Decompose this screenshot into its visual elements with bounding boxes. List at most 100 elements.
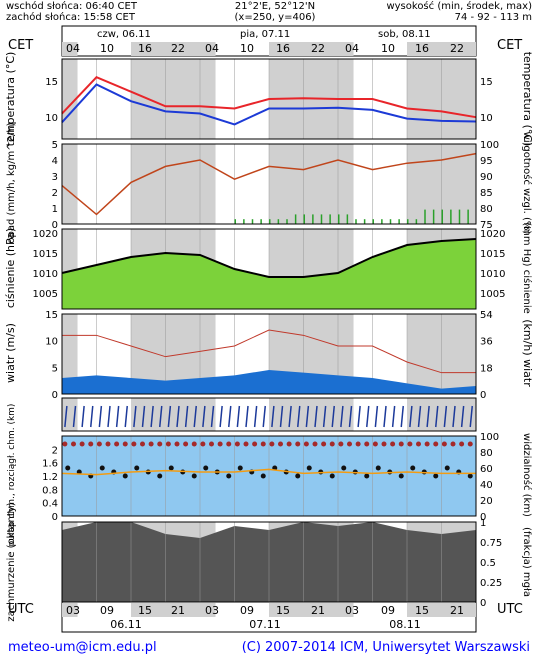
night-band	[131, 59, 216, 139]
visibility-dot	[364, 441, 370, 447]
visibility-dot	[372, 441, 378, 447]
tick-label: 1.2	[42, 472, 58, 483]
bottom-hour: 21	[311, 604, 325, 617]
tick-label: 15	[45, 310, 58, 321]
tick-label: 1010	[33, 269, 58, 280]
cloudbase-dot	[157, 473, 163, 479]
cloudbase-dot	[295, 473, 301, 479]
night-band	[131, 603, 216, 617]
visibility-dot	[381, 441, 387, 447]
wind-arrow	[409, 405, 413, 428]
visibility-dot	[71, 441, 76, 447]
visibility-dot	[269, 441, 275, 447]
top-hour: 10	[100, 42, 114, 55]
wind-area	[62, 370, 476, 394]
wind-arrow	[322, 405, 327, 428]
cloudbase-dot	[375, 465, 381, 471]
night-band	[407, 42, 476, 56]
tick-label: 1020	[33, 229, 58, 240]
tick-label: 0.75	[480, 538, 502, 549]
visibility-dot	[407, 441, 413, 447]
tick-label: 3	[52, 172, 58, 183]
wind-arrow	[452, 405, 456, 428]
wind-arrow	[460, 405, 465, 428]
tick-label: 85	[480, 188, 493, 199]
temperature-panel: 10 15 10 15	[45, 58, 493, 140]
bottom-hour: 15	[276, 604, 290, 617]
tick-label: 1010	[480, 269, 505, 280]
tick-label: 0.8	[42, 485, 58, 496]
top-tz-right: CET	[497, 38, 522, 53]
wind-arrow	[72, 405, 77, 428]
visibility-dot	[433, 441, 439, 447]
temp-min-line	[61, 83, 477, 126]
tick-label: 0.4	[42, 499, 58, 510]
tick-label: 54	[480, 310, 493, 321]
precip-bar	[303, 214, 305, 224]
tick-label: 0	[52, 220, 58, 231]
visibility-dot	[286, 441, 292, 447]
wind-arrow	[469, 405, 473, 428]
precip-bar	[415, 219, 418, 224]
cloudbase-dot	[410, 465, 416, 471]
visibility-dot	[338, 441, 344, 447]
precip-ylabel: opad (mm/h, kg/m^2/h)	[6, 122, 17, 243]
bottom-tz-left: UTC	[8, 602, 34, 617]
pressure-ylabel-right: (mm Hg) ciśnienie	[521, 222, 533, 314]
tick-label: 0	[52, 512, 58, 523]
top-hour: 10	[240, 42, 254, 55]
tick-label: 60	[480, 464, 493, 475]
precip-bar	[355, 219, 357, 224]
sunrise-text: wschód słońca: 06:40 CET	[6, 0, 138, 12]
precip-bar	[338, 214, 340, 224]
visibility-dot	[424, 441, 430, 447]
wind-arrow	[141, 405, 146, 428]
precip-bar	[234, 219, 236, 224]
precip-bar	[312, 214, 314, 224]
tick-label: 0	[480, 390, 486, 401]
tick-label: 0.25	[480, 578, 502, 589]
cloudbase-dot	[433, 473, 439, 479]
bottom-tz-right: UTC	[497, 602, 523, 617]
tick-label: 20	[480, 496, 493, 507]
tick-label: 0	[52, 390, 58, 401]
night-band	[131, 144, 216, 224]
precip-bar	[389, 219, 392, 224]
wind-arrow	[417, 405, 422, 428]
top-day-1: czw, 06.11	[97, 29, 151, 40]
wind-arrow	[219, 405, 223, 428]
night-band	[62, 144, 78, 224]
visibility-dot	[347, 441, 352, 447]
precip-bar	[346, 214, 349, 224]
visibility-dot	[131, 441, 137, 447]
visibility-ylabel: widzialność (km)	[521, 433, 533, 517]
cloudbase-dot	[191, 473, 197, 479]
bottom-date-2: 07.11	[249, 618, 281, 631]
wind-arrow	[314, 405, 318, 428]
wind-arrow	[348, 405, 353, 428]
cloudbase-dot	[226, 473, 232, 479]
wind-arrow	[374, 405, 379, 428]
precip-bar	[243, 219, 245, 224]
cloudbase-dot	[134, 465, 140, 471]
tick-label: 100	[480, 432, 499, 443]
wind-arrow	[202, 405, 206, 428]
night-band	[62, 42, 78, 56]
footer-email[interactable]: meteo-um@icm.edu.pl	[8, 640, 157, 655]
wind-arrow	[124, 405, 128, 428]
tick-label: 2	[52, 445, 58, 456]
visibility-dot	[312, 441, 318, 447]
visibility-dot	[467, 441, 473, 447]
tick-label: 80	[480, 448, 493, 459]
bottom-hour: 15	[138, 604, 152, 617]
top-hour-labels: 04 10 16 22 04 10 16 22 04 10 16 22	[66, 42, 464, 55]
top-day-3: sob, 08.11	[378, 29, 431, 40]
visibility-dot	[243, 441, 249, 447]
wind-arrow	[297, 405, 301, 428]
bottom-hour: 21	[171, 604, 185, 617]
wind-ylabel: wiatr (m/s)	[4, 323, 17, 383]
tick-label: 1005	[33, 289, 58, 300]
wind-arrow	[150, 405, 154, 428]
